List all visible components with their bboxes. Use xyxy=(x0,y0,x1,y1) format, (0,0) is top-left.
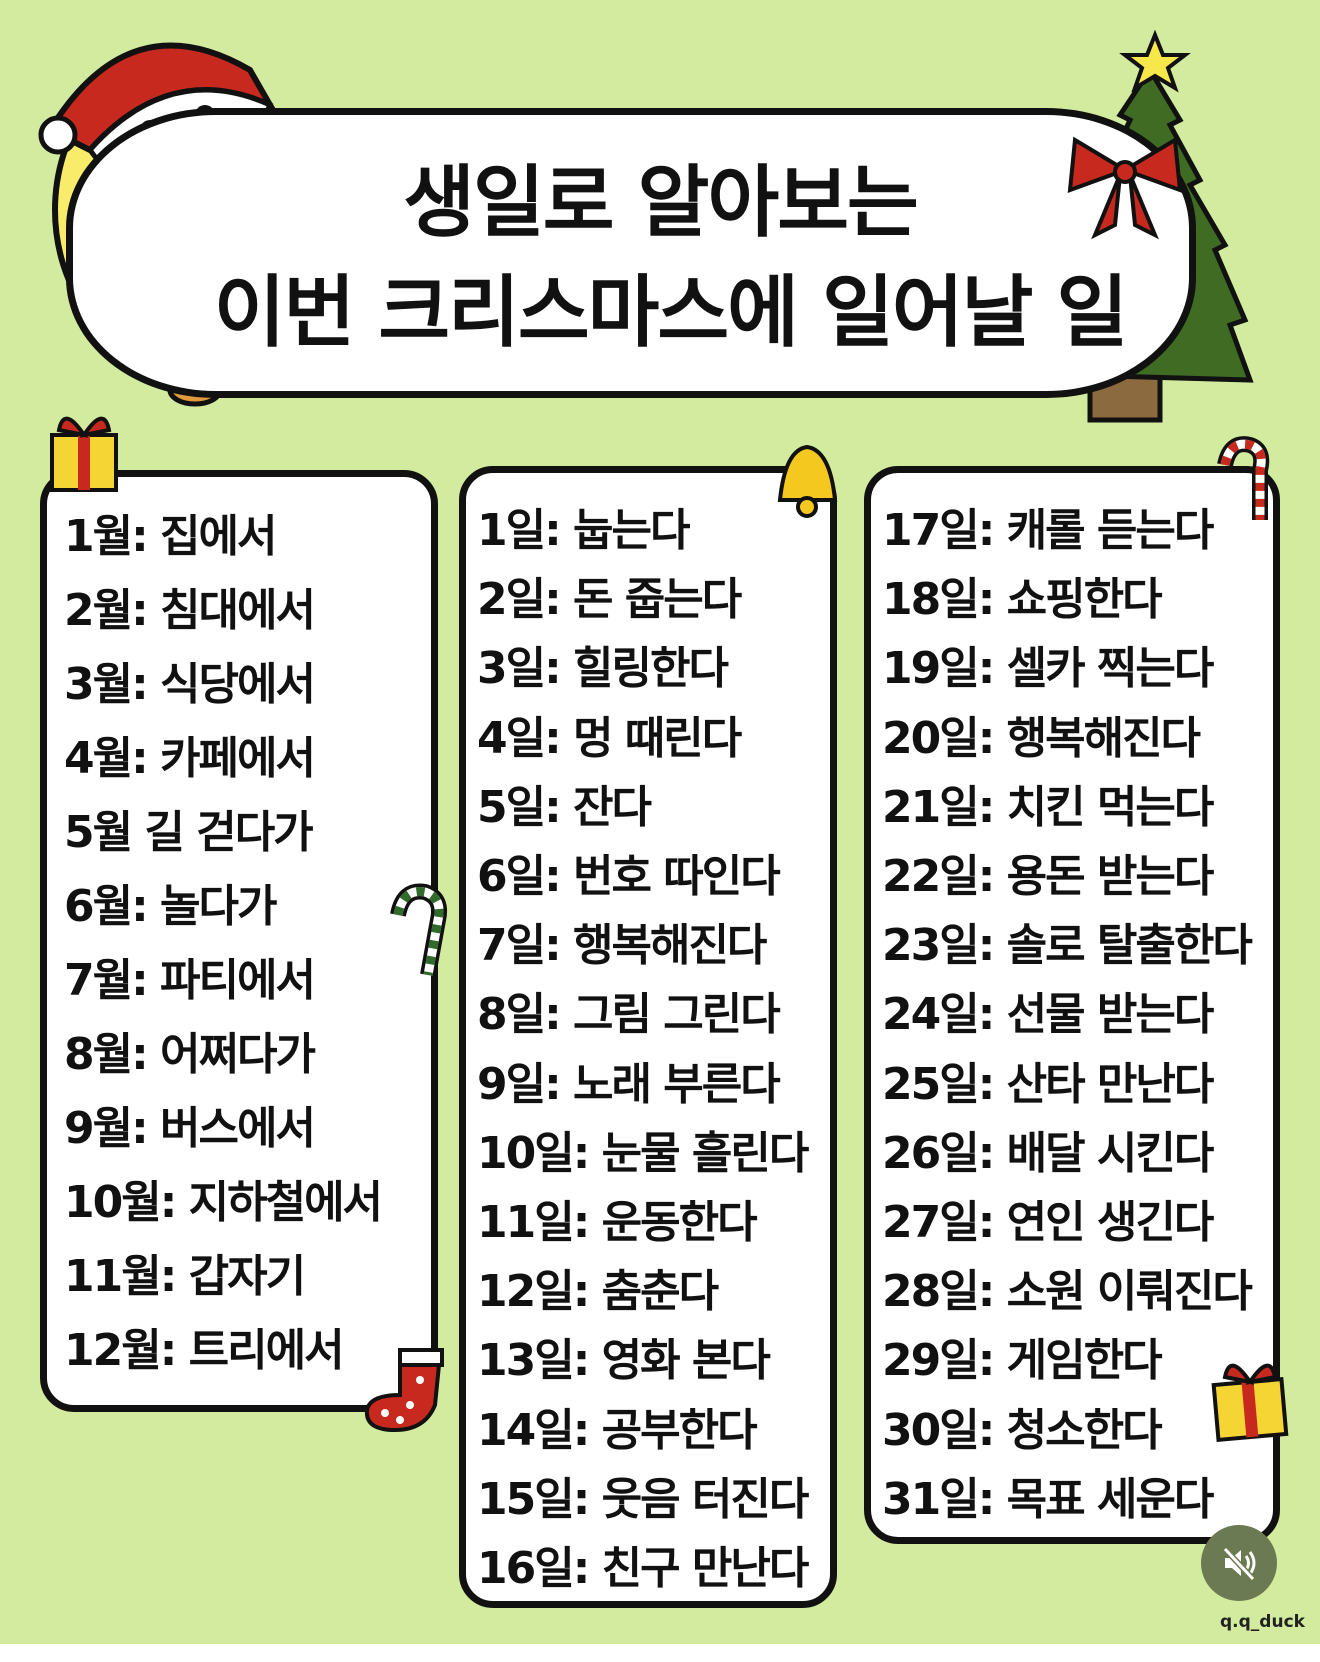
list-item: 4일: 멍 때린다 xyxy=(477,712,742,764)
candy-cane-green-icon xyxy=(390,883,448,977)
list-item: 13일: 영화 본다 xyxy=(477,1335,771,1387)
list-item: 7월: 파티에서 xyxy=(64,955,316,1006)
list-item: 20일: 행복해진다 xyxy=(882,712,1201,764)
list-item: 5일: 잔다 xyxy=(477,781,652,833)
list-item: 8월: 어쩌다가 xyxy=(64,1029,316,1080)
list-item: 1일: 눕는다 xyxy=(477,505,690,556)
list-item: 29일: 게임한다 xyxy=(882,1335,1163,1387)
list-item: 11일: 운동한다 xyxy=(477,1197,758,1248)
list-item: 14일: 공부한다 xyxy=(477,1404,758,1456)
list-item: 18일: 쇼핑한다 xyxy=(882,574,1163,626)
day-list-box-2 xyxy=(864,466,1280,1544)
list-item: 10월: 지하철에서 xyxy=(64,1177,383,1228)
list-item: 22일: 용돈 받는다 xyxy=(882,851,1214,902)
list-item: 3월: 식당에서 xyxy=(64,659,316,710)
list-item: 27일: 연인 생긴다 xyxy=(882,1197,1214,1248)
ribbon-bow-icon xyxy=(1067,136,1183,240)
gift-box-2-icon xyxy=(1211,1363,1289,1443)
title-line-1: 생일로 알아보는 xyxy=(403,158,918,248)
candy-cane-icon xyxy=(1217,436,1270,520)
gift-box-icon xyxy=(50,416,118,492)
list-item: 5월 길 걷다가 xyxy=(64,807,314,858)
list-item: 10일: 눈물 흘린다 xyxy=(477,1127,809,1179)
list-item: 2월: 침대에서 xyxy=(64,585,316,636)
list-item: 12월: 트리에서 xyxy=(64,1325,345,1376)
list-item: 24일: 선물 받는다 xyxy=(882,989,1214,1041)
list-item: 7일: 행복해진다 xyxy=(477,920,767,972)
list-item: 12일: 춤춘다 xyxy=(477,1266,719,1318)
list-item: 17일: 캐롤 듣는다 xyxy=(882,505,1214,556)
list-item: 8일: 그림 그린다 xyxy=(477,989,781,1041)
list-item: 23일: 솔로 탈출한다 xyxy=(882,920,1253,972)
day-list-box-1 xyxy=(459,466,837,1608)
list-item: 30일: 청소한다 xyxy=(882,1404,1163,1456)
list-item: 21일: 치킨 먹는다 xyxy=(882,781,1214,833)
list-item: 6월: 놀다가 xyxy=(64,881,277,932)
list-item: 3일: 힐링한다 xyxy=(477,643,729,695)
list-item: 9일: 노래 부른다 xyxy=(477,1058,781,1110)
list-item: 6일: 번호 따인다 xyxy=(477,851,781,902)
list-item: 11월: 갑자기 xyxy=(64,1251,306,1302)
bell-icon xyxy=(777,444,838,518)
month-list-box xyxy=(40,470,438,1412)
list-item: 26일: 배달 시킨다 xyxy=(882,1127,1214,1179)
list-item: 4월: 카페에서 xyxy=(64,733,316,784)
list-item: 19일: 셀카 찍는다 xyxy=(882,643,1214,695)
mute-button[interactable] xyxy=(1201,1525,1277,1601)
list-item: 28일: 소원 이뤄진다 xyxy=(882,1266,1253,1318)
list-item: 31일: 목표 세운다 xyxy=(882,1473,1214,1525)
list-item: 15일: 웃음 터진다 xyxy=(477,1473,809,1525)
list-item: 25일: 산타 만난다 xyxy=(882,1058,1214,1110)
stocking-icon xyxy=(364,1348,444,1433)
title-line-2: 이번 크리스마스에 일어날 일 xyxy=(213,268,1129,358)
list-item: 1월: 집에서 xyxy=(64,511,277,562)
credit-username: q.q_duck xyxy=(1220,1612,1305,1632)
list-item: 9월: 버스에서 xyxy=(64,1103,316,1154)
title-banner xyxy=(66,108,1196,398)
list-item: 16일: 친구 만난다 xyxy=(477,1543,809,1594)
list-item: 2일: 돈 줍는다 xyxy=(477,574,742,626)
speaker-muted-icon xyxy=(1222,1546,1256,1582)
